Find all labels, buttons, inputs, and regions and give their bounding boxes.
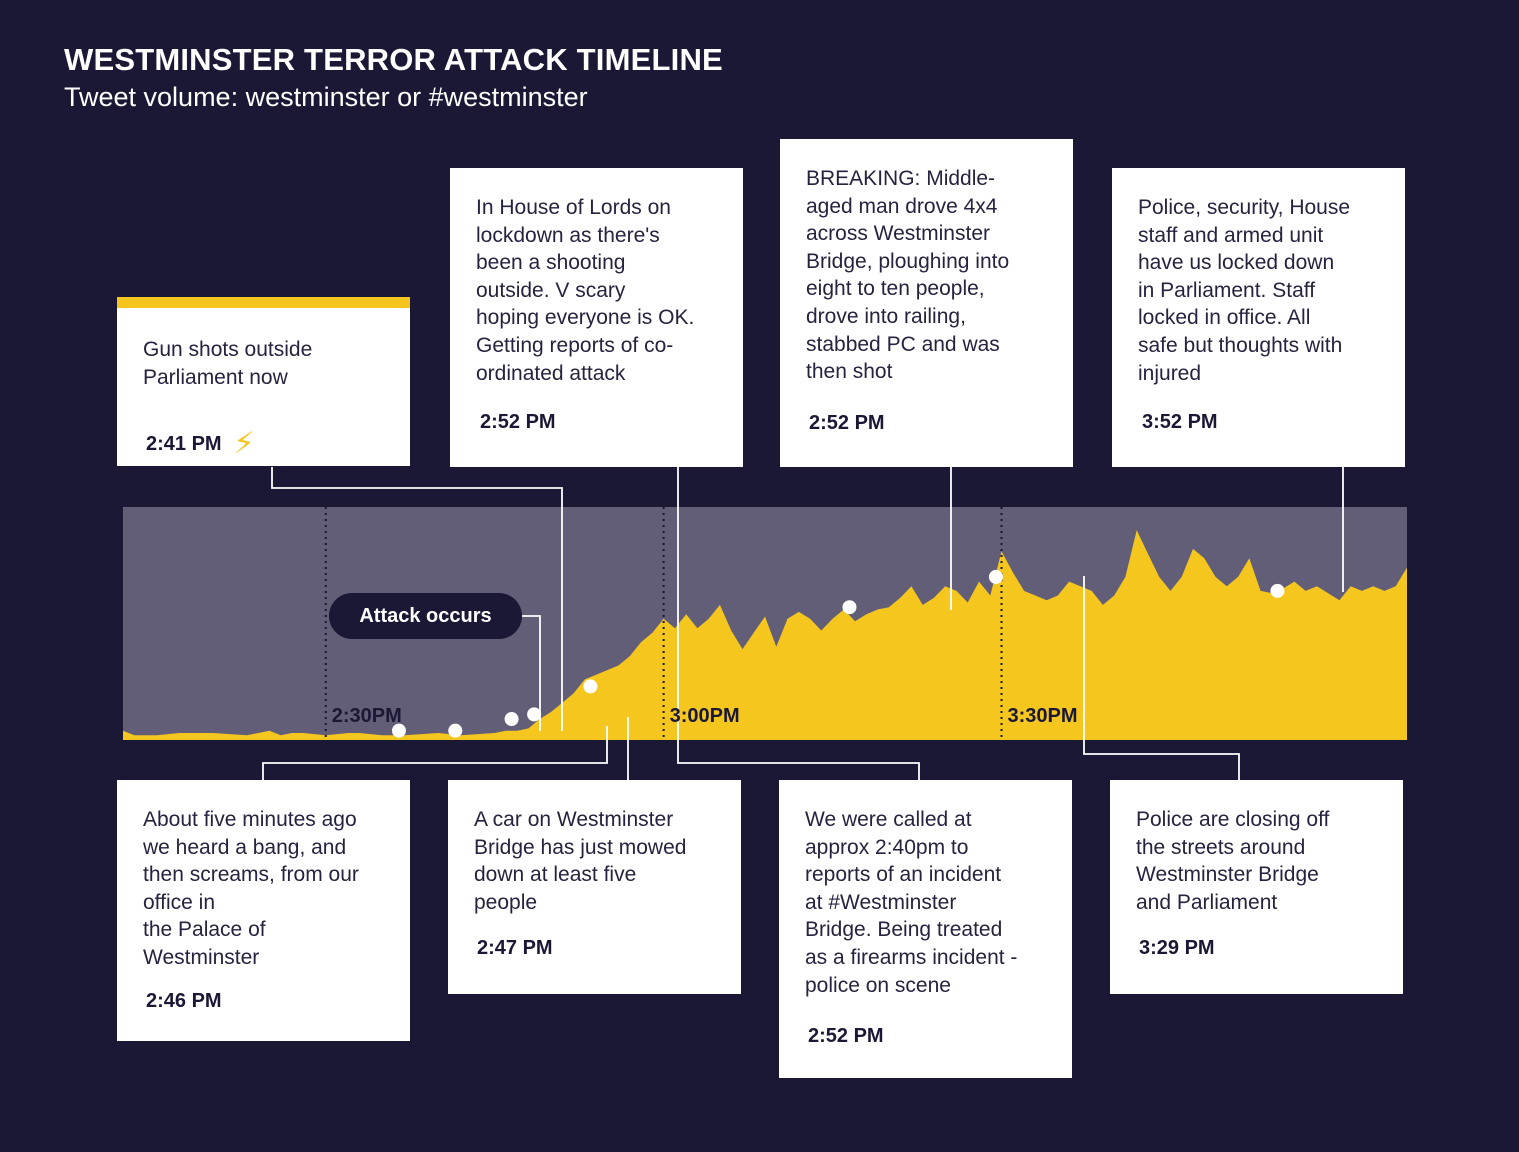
tweet-text: We were called at approx 2:40pm to repor… <box>805 808 1018 997</box>
tweet-text: Gun shots outside Parliament now <box>143 338 313 389</box>
tweet-card: A car on Westminster Bridge has just mow… <box>448 780 741 994</box>
tweet-marker-point <box>448 723 463 738</box>
tweet-card: BREAKING: Middle- aged man drove 4x4 acr… <box>780 139 1073 467</box>
tweet-marker-point <box>1270 583 1285 598</box>
tweet-timestamp: 2:52 PM <box>808 1025 884 1047</box>
tweet-text: BREAKING: Middle- aged man drove 4x4 acr… <box>806 167 1010 384</box>
connector-line <box>677 467 920 780</box>
area-layer <box>123 530 1407 740</box>
tweet-marker-point <box>504 712 519 727</box>
tweet-card: Police are closing off the streets aroun… <box>1110 780 1403 994</box>
tweet-card: Gun shots outside Parliament now 2:41 PM… <box>117 297 410 466</box>
connector-line <box>1083 576 1240 780</box>
tweet-timestamp: 3:29 PM <box>1139 937 1215 959</box>
tweet-marker-point <box>527 707 542 722</box>
tweet-timestamp: 3:52 PM <box>1142 411 1218 433</box>
tweet-marker-point <box>842 600 857 615</box>
connector-line <box>262 726 608 780</box>
attack-occurs-label: Attack occurs <box>329 593 522 639</box>
tweet-text: A car on Westminster Bridge has just mow… <box>474 808 687 914</box>
tweet-timestamp: 2:52 PM <box>480 411 556 433</box>
tweet-volume-area <box>123 530 1407 740</box>
chart-subtitle: Tweet volume: westminster or #westminste… <box>64 82 588 112</box>
tweet-text: Police are closing off the streets aroun… <box>1136 808 1330 914</box>
tweet-text: About five minutes ago we heard a bang, … <box>143 808 359 969</box>
chart-title: WESTMINSTER TERROR ATTACK TIMELINE <box>64 42 723 77</box>
tweet-card: Police, security, House staff and armed … <box>1112 168 1405 467</box>
tweet-timestamp: 2:52 PM <box>809 412 885 434</box>
x-tick-label: 2:30PM <box>331 705 402 727</box>
connector-line <box>522 615 541 731</box>
marker-layer <box>391 569 1285 738</box>
lightning-bolt-icon: ⚡ <box>233 427 255 460</box>
tweet-card: In House of Lords on lockdown as there's… <box>450 168 743 467</box>
tweet-marker-point <box>988 569 1003 584</box>
tweet-text: Police, security, House staff and armed … <box>1138 196 1351 385</box>
tweet-timestamp: 2:46 PM <box>146 990 222 1012</box>
tweet-timestamp: 2:41 PM ⚡ <box>146 423 255 460</box>
x-tick-label: 3:00PM <box>669 705 740 727</box>
tweet-card: We were called at approx 2:40pm to repor… <box>779 780 1072 1078</box>
tweet-time-value: 2:41 PM <box>146 433 222 455</box>
tweet-card: About five minutes ago we heard a bang, … <box>117 780 410 1041</box>
tweet-marker-point <box>391 723 406 738</box>
tweet-marker-point <box>583 679 598 694</box>
tweet-timestamp: 2:47 PM <box>477 937 553 959</box>
x-tick-label: 3:30PM <box>1007 705 1078 727</box>
connector-line <box>271 467 563 731</box>
tweet-text: In House of Lords on lockdown as there's… <box>476 196 695 385</box>
connector-layer <box>262 467 1344 780</box>
